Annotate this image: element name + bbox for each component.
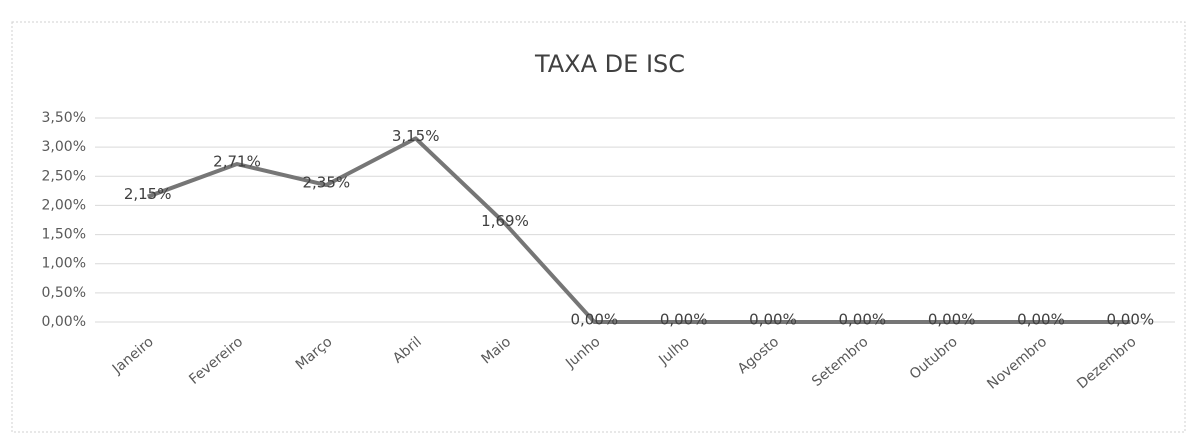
chart-border <box>11 21 1186 433</box>
data-label: 2,15% <box>124 185 172 203</box>
data-label: 0,00% <box>1107 311 1155 329</box>
y-tick-label: 0,50% <box>42 285 86 301</box>
data-label: 2,71% <box>213 153 261 171</box>
data-label: 0,00% <box>660 311 708 329</box>
y-tick-label: 2,00% <box>42 197 86 213</box>
data-label: 2,35% <box>303 174 351 192</box>
y-tick-label: 2,50% <box>42 168 86 184</box>
y-tick-label: 3,00% <box>42 139 86 155</box>
line <box>146 136 1131 324</box>
y-tick-label: 0,00% <box>42 314 86 330</box>
data-label: 0,00% <box>839 311 887 329</box>
data-label: 1,69% <box>481 212 529 230</box>
data-label: 0,00% <box>928 311 976 329</box>
data-label: 3,15% <box>392 127 440 145</box>
data-label: 0,00% <box>749 311 797 329</box>
data-label: 0,00% <box>1017 311 1065 329</box>
chart-title: TAXA DE ISC <box>534 50 685 78</box>
y-tick-label: 1,50% <box>42 227 86 243</box>
y-tick-label: 3,50% <box>42 110 86 126</box>
data-label: 0,00% <box>571 311 619 329</box>
y-tick-label: 1,00% <box>42 256 86 272</box>
